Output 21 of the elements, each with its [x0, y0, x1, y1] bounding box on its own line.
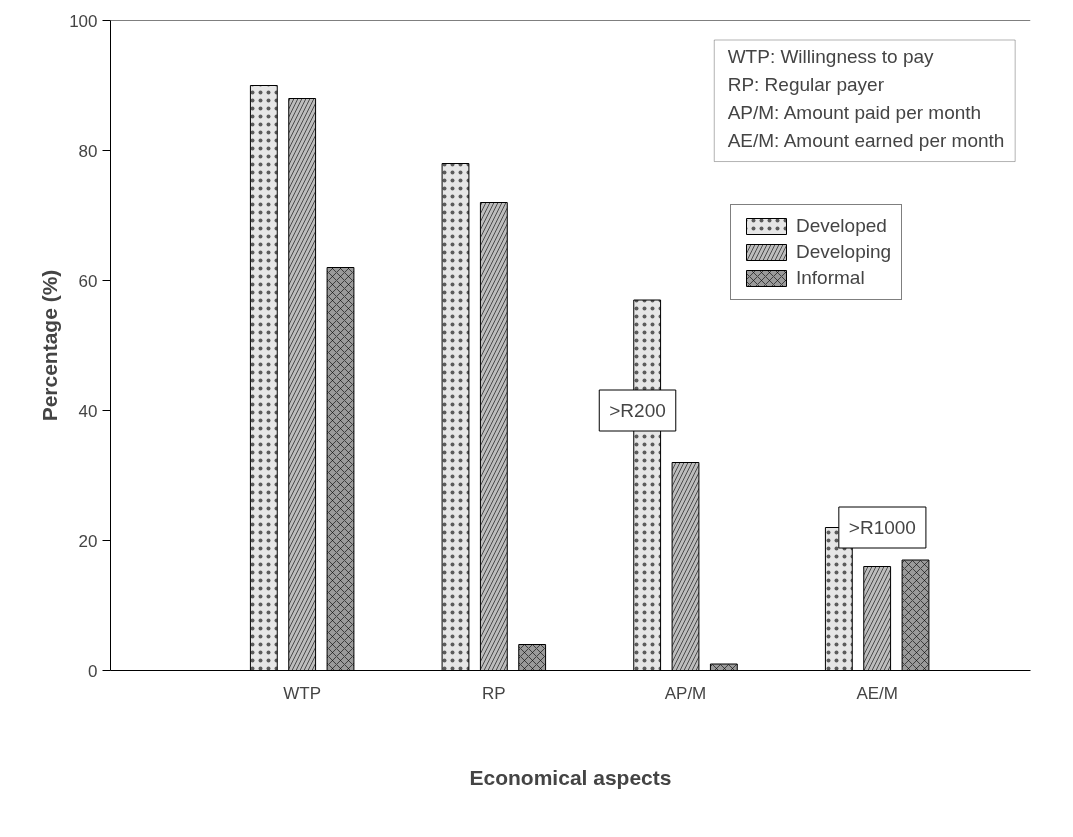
x-tick-label: AE/M	[856, 683, 898, 703]
annotation: RP: Regular payer	[727, 73, 885, 95]
y-tick-label: 40	[78, 401, 98, 421]
y-tick-label: 60	[78, 271, 98, 291]
annotation: AP/M: Amount paid per month	[727, 101, 982, 123]
y-tick-label: 20	[78, 531, 98, 551]
x-tick-label: RP	[482, 683, 506, 703]
legend-label: Developed	[796, 215, 887, 237]
x-axis-title: Economical aspects	[469, 765, 672, 789]
y-tick-label: 80	[78, 141, 98, 161]
legend-label: Developing	[796, 241, 892, 263]
annotation: >R1000	[848, 517, 916, 538]
y-tick-label: 100	[69, 11, 98, 31]
annotation: AE/M: Amount earned per month	[727, 129, 1005, 151]
x-tick-label: AP/M	[664, 683, 707, 703]
x-tick-label: WTP	[283, 683, 322, 703]
y-tick-label: 0	[88, 661, 98, 681]
y-axis-title: Percentage (%)	[38, 269, 62, 422]
annotation: WTP: Willingness to pay	[727, 45, 935, 67]
annotation: >R200	[609, 400, 666, 421]
legend-label: Informal	[796, 267, 865, 289]
